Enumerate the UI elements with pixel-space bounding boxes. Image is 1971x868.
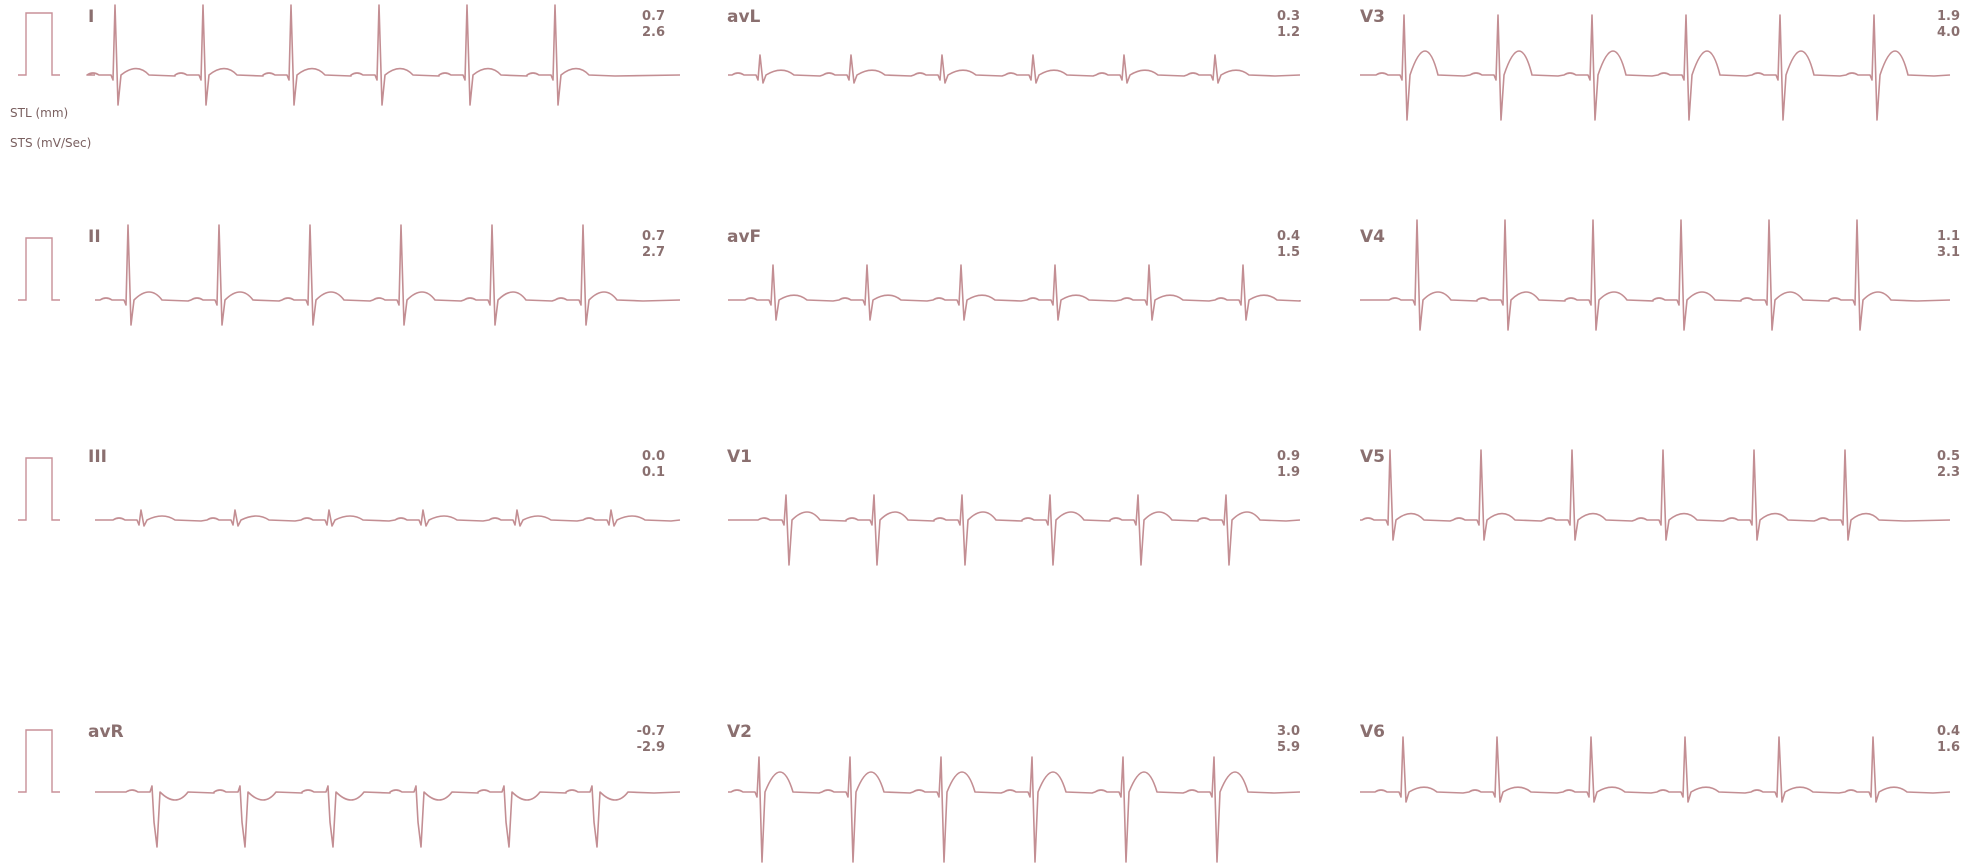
lead-name: III — [88, 447, 107, 467]
stl-value: 0.9 — [1277, 449, 1300, 464]
ecg-waveform — [728, 756, 1301, 863]
ecg-waveform — [95, 224, 681, 326]
ecg-waveform — [86, 4, 681, 106]
lead-name: I — [88, 7, 94, 27]
ecg-waveform — [95, 509, 681, 527]
ecg-waveform — [728, 494, 1301, 566]
stl-value: 3.0 — [1277, 724, 1300, 739]
calibration-pulse — [18, 729, 60, 793]
sts-value: 2.6 — [642, 25, 665, 40]
sts-value: 1.6 — [1937, 740, 1960, 755]
stl-value: 0.7 — [642, 9, 665, 24]
calibration-pulse — [18, 12, 60, 76]
stl-value: 0.4 — [1277, 229, 1300, 244]
stl-value: 1.1 — [1937, 229, 1960, 244]
sts-value: 5.9 — [1277, 740, 1300, 755]
stl-value: 0.0 — [642, 449, 665, 464]
lead-name: avL — [727, 7, 761, 27]
sts-legend: STS (mV/Sec) — [10, 136, 91, 150]
ecg-waveform — [1360, 449, 1951, 541]
stl-value: -0.7 — [637, 724, 665, 739]
ecg-waveform — [728, 54, 1301, 84]
lead-name: II — [88, 227, 101, 247]
ecg-waveform — [1360, 14, 1951, 121]
stl-legend: STL (mm) — [10, 106, 68, 120]
lead-name: V2 — [727, 722, 752, 742]
sts-value: 4.0 — [1937, 25, 1960, 40]
stl-value: 0.4 — [1937, 724, 1960, 739]
lead-name: avF — [727, 227, 761, 247]
lead-name: V1 — [727, 447, 752, 467]
sts-value: 3.1 — [1937, 245, 1960, 260]
sts-value: 2.3 — [1937, 465, 1960, 480]
lead-name: V5 — [1360, 447, 1385, 467]
ecg-waveform — [1360, 736, 1951, 803]
sts-value: 0.1 — [642, 465, 665, 480]
ecg-waveform — [1360, 219, 1951, 331]
ecg-waveform — [95, 785, 681, 848]
lead-name: avR — [88, 722, 124, 742]
lead-name: V6 — [1360, 722, 1385, 742]
calibration-pulse — [18, 237, 60, 301]
sts-value: 1.2 — [1277, 25, 1300, 40]
stl-value: 1.9 — [1937, 9, 1960, 24]
calibration-pulse — [18, 457, 60, 521]
sts-value: 1.5 — [1277, 245, 1300, 260]
stl-value: 0.7 — [642, 229, 665, 244]
sts-value: -2.9 — [637, 740, 665, 755]
sts-value: 1.9 — [1277, 465, 1300, 480]
lead-name: V4 — [1360, 227, 1385, 247]
lead-name: V3 — [1360, 7, 1385, 27]
stl-value: 0.5 — [1937, 449, 1960, 464]
stl-value: 0.3 — [1277, 9, 1300, 24]
sts-value: 2.7 — [642, 245, 665, 260]
ecg-waveform — [728, 264, 1301, 321]
